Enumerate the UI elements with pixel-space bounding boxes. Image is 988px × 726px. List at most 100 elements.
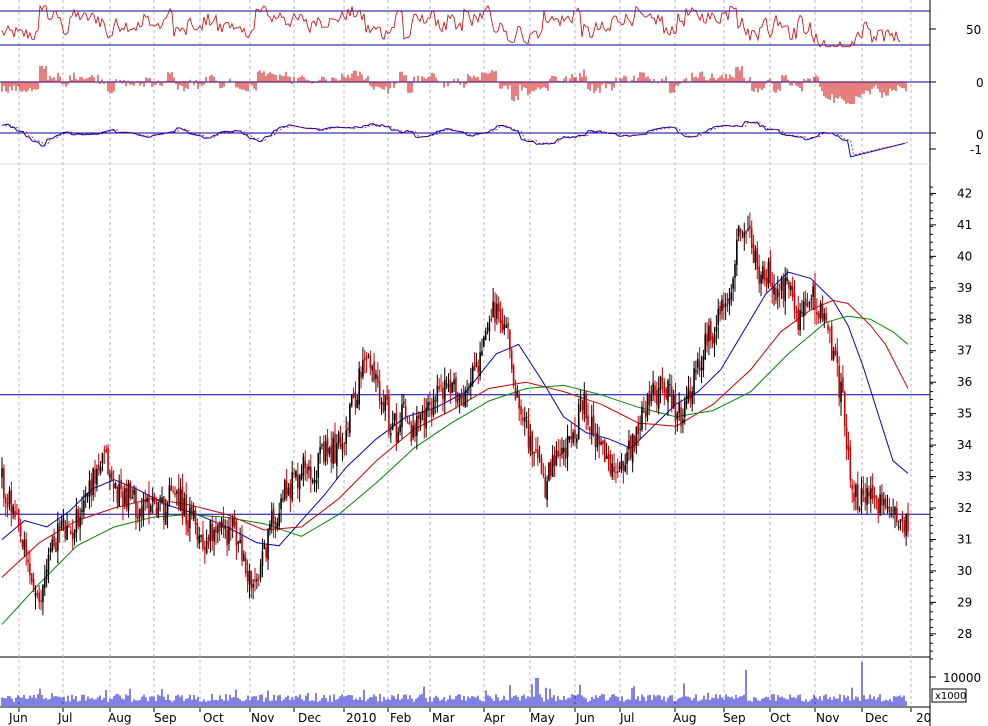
candle-body <box>109 474 111 478</box>
candle-body <box>797 308 800 330</box>
candle-body <box>172 491 174 493</box>
candle-body <box>187 520 189 533</box>
candle-body <box>237 541 240 544</box>
x-tick-label: Sep <box>723 711 746 725</box>
candle-body <box>650 395 653 402</box>
candle-body <box>416 416 418 436</box>
candle-body <box>190 505 193 516</box>
candle-body <box>501 320 504 331</box>
candle-body <box>29 563 31 576</box>
candle-body <box>194 510 197 525</box>
candle-body <box>371 366 374 371</box>
candle-body <box>341 443 344 450</box>
candle-body <box>639 428 641 430</box>
candle-body <box>395 413 398 443</box>
candle-body <box>546 481 548 500</box>
oscillator-signal-line <box>4 122 909 156</box>
candle-body <box>71 532 74 540</box>
candle-body <box>849 447 852 481</box>
candle-body <box>596 432 599 448</box>
candle-body <box>453 379 455 385</box>
candle-body <box>603 440 606 462</box>
candle-body <box>659 377 662 390</box>
candle-body <box>745 231 747 234</box>
candle-body <box>166 502 169 516</box>
x-tick-label: Dec <box>865 711 888 725</box>
candle-body <box>4 497 7 504</box>
candle-body <box>496 303 498 319</box>
candle-body <box>440 385 442 387</box>
candle-body <box>548 462 550 481</box>
candle-body <box>832 350 835 360</box>
candle-body <box>159 497 161 499</box>
candle-body <box>285 481 288 499</box>
price-tick-label: 36 <box>957 375 972 389</box>
candle-body <box>531 431 534 456</box>
candle-body <box>226 529 228 546</box>
price-tick-label: 38 <box>957 312 972 326</box>
candle-body <box>884 498 887 508</box>
candle-body <box>347 428 349 431</box>
candle-body <box>736 239 738 265</box>
candle-body <box>739 229 742 233</box>
candle-body <box>51 539 54 552</box>
candle-body <box>862 489 865 495</box>
candle-body <box>778 293 781 295</box>
candle-body <box>892 509 894 511</box>
candle-body <box>410 424 413 442</box>
candle-body <box>282 498 284 500</box>
candle-body <box>150 505 152 512</box>
candle-body <box>430 408 433 416</box>
candle-body <box>27 559 29 563</box>
candle-body <box>19 523 22 537</box>
x-tick-label: Jul <box>57 711 72 725</box>
candle-body <box>752 243 755 263</box>
candle-body <box>280 498 282 510</box>
candle-body <box>189 507 191 528</box>
candle-body <box>380 401 383 405</box>
candle-body <box>527 420 530 448</box>
candle-body <box>728 298 731 305</box>
x-tick-label: Apr <box>484 711 505 725</box>
candle-body <box>244 557 247 574</box>
candle-body <box>801 312 803 314</box>
candle-body <box>408 421 411 425</box>
candle-body <box>550 461 552 476</box>
candle-body <box>589 427 591 431</box>
candle-body <box>403 402 405 404</box>
candle-body <box>585 393 587 419</box>
candle-body <box>905 514 907 536</box>
candle-body <box>209 520 212 541</box>
price-tick-label: 40 <box>957 249 972 263</box>
candle-body <box>362 360 364 377</box>
candle-body <box>838 365 840 398</box>
candle-body <box>724 302 727 307</box>
candle-body <box>704 334 707 360</box>
candle-body <box>79 516 81 528</box>
candle-body <box>743 232 746 238</box>
candle-body <box>780 277 783 291</box>
candle-body <box>295 471 297 478</box>
candle-body <box>442 387 444 399</box>
candle-body <box>414 423 416 437</box>
candle-body <box>864 496 867 503</box>
candle-body <box>432 396 435 416</box>
candle-body <box>84 493 87 497</box>
candle-body <box>512 365 515 386</box>
candle-body <box>804 298 807 306</box>
candle-body <box>559 453 561 457</box>
candle-body <box>877 499 880 514</box>
candle-body <box>310 466 312 480</box>
x-tick-label: Nov <box>251 711 274 725</box>
candle-body <box>535 449 537 452</box>
candle-body <box>412 425 414 438</box>
candle-body <box>888 506 891 513</box>
candle-body <box>572 432 574 443</box>
candle-body <box>509 330 511 351</box>
candle-body <box>749 225 751 229</box>
candle-body <box>135 489 137 518</box>
candle-body <box>274 521 277 530</box>
x-tick-label: May <box>530 711 555 725</box>
candle-body <box>283 480 286 500</box>
candle-body <box>570 436 573 440</box>
